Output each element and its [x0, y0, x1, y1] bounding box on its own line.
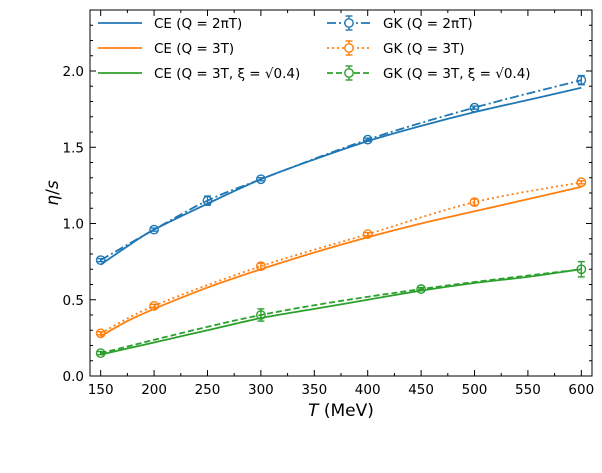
- marker-circle: [469, 197, 480, 208]
- series-line-3: [100, 79, 582, 261]
- data-point: [469, 102, 480, 113]
- legend-marker: [344, 43, 354, 53]
- y-axis-label: η/s: [43, 180, 63, 206]
- data-point: [416, 284, 427, 294]
- legend: CE (Q = 2πT) CE (Q = 3T) CE (Q = 3T, ξ = √…: [98, 15, 531, 82]
- markers-layer: [95, 74, 587, 359]
- marker-circle: [149, 224, 159, 235]
- data-point: [362, 229, 373, 240]
- data-point: [576, 260, 587, 278]
- data-point: [255, 174, 266, 185]
- x-axis-label: T (MeV): [308, 401, 374, 421]
- marker-circle: [576, 264, 587, 275]
- marker-circle: [576, 177, 587, 188]
- legend-entry: CE (Q = 2πT): [98, 16, 242, 32]
- x-tick-label: 450: [408, 382, 434, 398]
- data-point: [149, 224, 159, 235]
- marker-circle: [95, 255, 106, 266]
- plot-area: [89, 9, 593, 377]
- x-tick-label: 500: [462, 382, 488, 398]
- data-point: [469, 197, 480, 208]
- legend-entry: GK (Q = 2πT): [327, 15, 473, 32]
- marker-circle: [362, 134, 373, 145]
- data-point: [149, 300, 159, 311]
- series-line-2: [100, 268, 582, 356]
- x-tick-label: 250: [195, 382, 221, 398]
- data-point: [202, 195, 213, 206]
- marker-circle: [95, 348, 106, 359]
- legend-label: CE (Q = 3T, ξ = √0.4): [154, 66, 300, 82]
- y-tick-label: 0.0: [63, 369, 84, 385]
- legend-entry: GK (Q = 3T, ξ = √0.4): [327, 65, 531, 82]
- ticks-layer: 150 200 250 300 350 400 450 500 550 600 0.0 0.5 1.0 1…: [63, 10, 594, 398]
- legend-entry: CE (Q = 3T, ξ = √0.4): [98, 66, 300, 82]
- legend-entry: CE (Q = 3T): [98, 41, 234, 57]
- series-line-0: [100, 86, 582, 266]
- legend-label: CE (Q = 3T): [154, 41, 234, 57]
- x-tick-label: 150: [88, 382, 114, 398]
- marker-circle: [149, 300, 159, 311]
- legend-marker: [344, 68, 354, 78]
- marker-circle: [576, 75, 587, 86]
- marker-circle: [95, 328, 106, 339]
- marker-circle: [362, 229, 373, 240]
- data-point: [362, 134, 373, 145]
- legend-marker: [344, 18, 354, 28]
- x-tick-label: 400: [355, 382, 381, 398]
- data-point: [95, 255, 106, 266]
- x-tick-label: 550: [515, 382, 541, 398]
- data-point: [576, 74, 587, 86]
- data-point: [95, 348, 106, 359]
- data-point: [255, 261, 266, 272]
- data-point: [95, 328, 106, 339]
- legend-label: GK (Q = 2πT): [383, 16, 473, 32]
- series-line-1: [100, 186, 582, 338]
- y-tick-label: 0.5: [63, 293, 84, 309]
- y-tick-label: 1.5: [63, 140, 84, 156]
- curves-layer: [100, 79, 582, 356]
- marker-circle: [255, 174, 266, 185]
- marker-circle: [255, 261, 266, 272]
- x-tick-label: 600: [568, 382, 594, 398]
- data-point: [255, 308, 266, 322]
- marker-circle: [255, 310, 266, 320]
- data-point: [576, 177, 587, 188]
- marker-circle: [202, 195, 213, 206]
- legend-label: GK (Q = 3T): [383, 41, 465, 57]
- x-tick-label: 350: [301, 382, 327, 398]
- legend-entry: GK (Q = 3T): [327, 40, 465, 57]
- legend-label: CE (Q = 2πT): [154, 16, 242, 32]
- marker-circle: [416, 284, 427, 294]
- y-tick-label: 1.0: [63, 217, 84, 233]
- y-tick-label: 2.0: [63, 64, 84, 80]
- x-tick-label: 300: [248, 382, 274, 398]
- x-tick-label: 200: [141, 382, 167, 398]
- legend-label: GK (Q = 3T, ξ = √0.4): [383, 66, 531, 82]
- marker-circle: [469, 102, 480, 113]
- series-line-5: [100, 268, 582, 355]
